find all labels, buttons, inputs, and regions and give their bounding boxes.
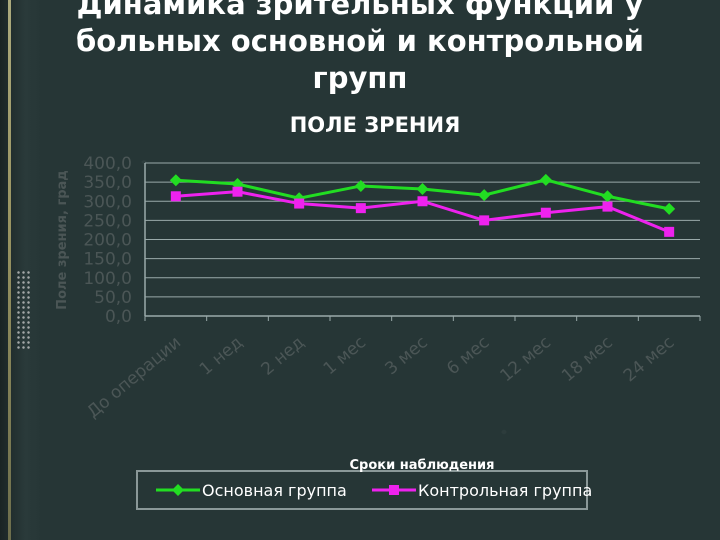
decorative-line (8, 0, 11, 540)
decorative-left-strip (0, 0, 42, 540)
y-tick-label: 300,0 (83, 192, 132, 212)
y-tick-label: 400,0 (83, 154, 132, 174)
data-point (602, 201, 613, 212)
decorative-dots (16, 270, 30, 350)
data-point (355, 203, 366, 214)
y-tick-label: 100,0 (83, 269, 132, 289)
data-point (663, 202, 676, 215)
slide-title-line-1: Динамика зрительных функций у (76, 0, 644, 21)
data-point (416, 183, 429, 196)
chart-legend (136, 470, 588, 510)
y-tick-label: 0,0 (105, 307, 132, 327)
slide-title-line-3: групп (312, 61, 408, 95)
x-tick-label: 12 мес (496, 333, 555, 387)
y-tick-label: 150,0 (83, 250, 132, 270)
x-tick-label: 1 мес (320, 333, 370, 380)
y-tick-label: 250,0 (83, 211, 132, 231)
x-tick-label: 6 мес (443, 333, 493, 380)
x-tick-label: 1 нед (196, 333, 247, 380)
x-tick-label: 3 мес (381, 333, 431, 380)
data-point (417, 196, 428, 207)
data-point (172, 484, 184, 496)
y-tick-label: 350,0 (83, 173, 132, 193)
chart-title: ПОЛЕ ЗРЕНИЯ (289, 113, 461, 137)
slide-title: Динамика зрительных функций у больных ос… (40, 0, 680, 97)
y-tick-label: 200,0 (83, 231, 132, 251)
x-tick-label: 2 нед (258, 333, 309, 380)
x-axis-label: Сроки наблюдения (350, 458, 495, 473)
y-axis-label: Поле зрения, град (55, 170, 70, 310)
legend-label: Основная группа (202, 481, 347, 500)
x-tick-label: До операции (83, 333, 185, 423)
data-point (539, 173, 552, 186)
slide-title-line-2: больных основной и контрольной (75, 24, 645, 58)
data-point (294, 198, 305, 209)
data-point (232, 186, 243, 197)
data-point (540, 207, 551, 218)
data-point (478, 189, 491, 202)
x-tick-label: 24 мес (620, 333, 679, 387)
data-point (170, 191, 181, 202)
data-point (664, 226, 675, 237)
x-tick-label: 18 мес (558, 333, 617, 387)
data-point (389, 485, 399, 495)
y-tick-label: 50,0 (94, 288, 132, 308)
legend-label: Контрольная группа (418, 481, 592, 500)
data-point (601, 190, 614, 203)
data-point (169, 174, 182, 187)
data-point (479, 215, 490, 226)
data-point (354, 179, 367, 192)
